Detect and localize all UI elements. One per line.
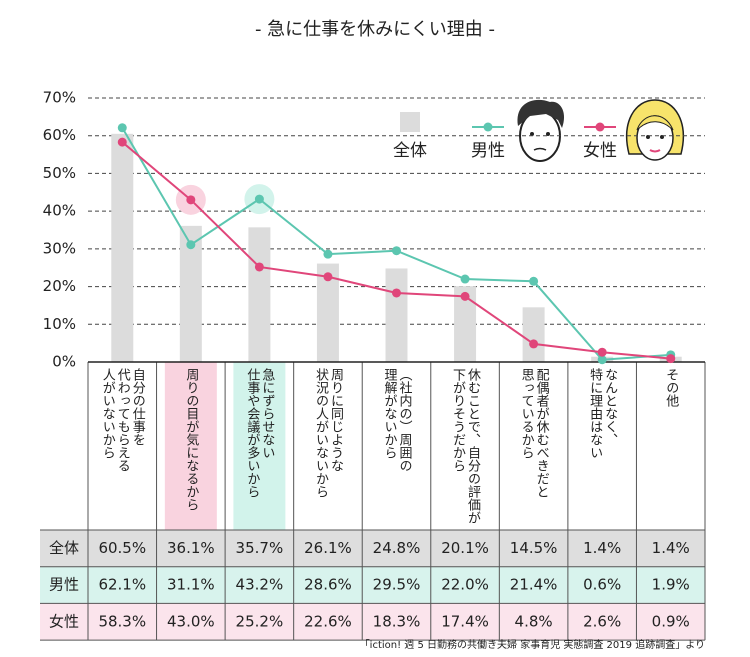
legend-marker [595, 122, 605, 132]
y-tick-label: 60% [43, 126, 76, 144]
point [529, 276, 539, 286]
bar [111, 133, 134, 362]
bar [454, 286, 477, 362]
table-value: 43.0% [167, 612, 215, 630]
source-note: 「iction! 週 5 日勤務の共働き夫婦 家事育児 実態調査 2019 追跡… [360, 638, 705, 651]
table-value: 1.4% [652, 539, 690, 557]
table-value: 43.2% [236, 576, 284, 594]
point [186, 240, 196, 250]
category-label: 急にずらせない 仕事や会議が多いから [244, 368, 275, 498]
point [392, 288, 401, 298]
legend-label: 全体 [393, 141, 427, 161]
point [323, 249, 333, 259]
table-value: 35.7% [236, 539, 284, 557]
table-value: 31.1% [167, 576, 215, 594]
table-value: 1.9% [652, 576, 690, 594]
category-label: 自分の仕事を 代わってもらえる 人がいないから [99, 368, 145, 472]
y-tick-label: 10% [43, 315, 76, 333]
table-value: 18.3% [373, 612, 421, 630]
category-label: その他 [663, 368, 679, 407]
table-value: 17.4% [441, 612, 489, 630]
legend-marker [483, 122, 493, 132]
table-value: 21.4% [510, 576, 558, 594]
table-value: 26.1% [304, 539, 352, 557]
y-tick-label: 30% [43, 239, 76, 257]
point [392, 246, 401, 256]
table-value: 1.4% [583, 539, 621, 557]
point [254, 194, 264, 204]
table-row [40, 530, 705, 567]
legend-label: 女性 [583, 141, 617, 161]
category-label: （社内の）周囲の 理解がないから [381, 368, 412, 472]
table-row [40, 603, 705, 641]
table-value: 29.5% [373, 576, 421, 594]
table-value: 0.6% [583, 576, 621, 594]
table-value: 60.5% [98, 539, 146, 557]
table-row-label: 男性 [49, 576, 79, 594]
point [186, 195, 196, 205]
y-tick-label: 40% [43, 202, 76, 220]
table-row [40, 566, 705, 604]
y-tick-label: 50% [43, 164, 76, 182]
chart-title: - 急に仕事を休みにくい理由 - [255, 19, 495, 40]
point [666, 354, 676, 364]
man-icon [517, 99, 565, 162]
category-label: 配偶者が休むべきだと 思っているから [518, 368, 549, 498]
category-label: なんとなく、 特に理由はない [587, 368, 618, 459]
table-value: 22.6% [304, 612, 352, 630]
table-value: 36.1% [167, 539, 215, 557]
bar [385, 268, 408, 362]
y-tick-label: 20% [43, 277, 76, 295]
category-highlight [233, 362, 286, 530]
point [529, 339, 539, 349]
table-value: 24.8% [373, 539, 421, 557]
bar [179, 225, 202, 362]
category-label: 休むことで、自分の評価が 下がりそうだから [450, 368, 481, 524]
point [460, 291, 470, 301]
table-value: 28.6% [304, 576, 352, 594]
table-value: 0.9% [652, 612, 690, 630]
table-value: 4.8% [515, 612, 553, 630]
table-value: 62.1% [98, 576, 146, 594]
woman-icon [626, 99, 684, 161]
bar [248, 227, 271, 362]
table-row-label: 全体 [49, 539, 79, 557]
table-value: 14.5% [510, 539, 558, 557]
point [460, 274, 470, 284]
bar [522, 307, 545, 362]
table-value: 20.1% [441, 539, 489, 557]
y-tick-label: 0% [52, 353, 76, 371]
category-label: 周りに同じような 状況の人がいないから [312, 368, 343, 498]
point [597, 355, 607, 365]
point [117, 123, 127, 133]
point [254, 262, 264, 272]
point [117, 137, 127, 147]
table-value: 58.3% [98, 612, 146, 630]
table-value: 22.0% [441, 576, 489, 594]
legend-swatch [400, 112, 420, 132]
table-row-label: 女性 [49, 612, 79, 630]
point [323, 272, 333, 282]
y-tick-label: 70% [43, 89, 76, 107]
legend-label: 男性 [471, 141, 505, 161]
table-value: 2.6% [583, 612, 621, 630]
table-value: 25.2% [236, 612, 284, 630]
bar [316, 263, 339, 362]
category-label: 周りの目が気になるから [183, 368, 199, 511]
point [597, 347, 607, 357]
category-highlight [164, 362, 217, 530]
